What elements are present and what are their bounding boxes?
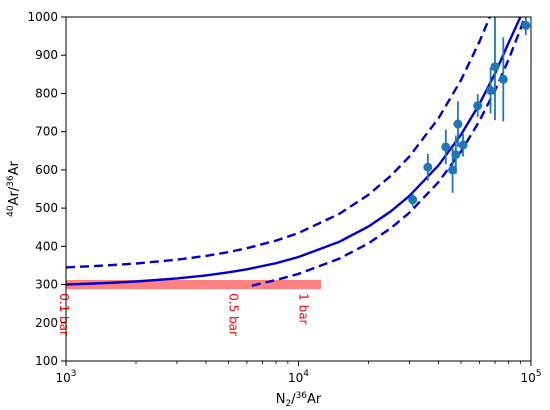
- point-layer: [408, 17, 531, 207]
- y-tick-label: 600: [35, 163, 58, 177]
- y-axis-title-ar: Ar: [7, 160, 22, 175]
- x-axis-title-n: N: [276, 392, 286, 407]
- x-axis-title: N2/36Ar: [276, 391, 322, 409]
- pressure-label: 1 bar: [296, 293, 310, 324]
- y-axis-title-sup1: 40: [6, 205, 16, 217]
- lower-bound-curve: [251, 17, 526, 287]
- y-axis-title-mid: Ar/: [7, 186, 22, 205]
- y-axis-title: 40Ar/36Ar: [6, 160, 22, 216]
- y-tick-label: 800: [35, 86, 58, 100]
- y-tick-label: 400: [35, 239, 58, 253]
- pressure-label: 0.1 bar: [57, 293, 71, 336]
- data-point: [498, 74, 508, 84]
- data-point: [486, 85, 496, 95]
- x-tick-label: 103: [55, 369, 76, 385]
- data-point: [441, 142, 451, 152]
- x-axis-title-slash: /: [291, 392, 296, 407]
- pressure-band: [66, 279, 322, 290]
- y-tick-label: 1000: [27, 10, 58, 24]
- x-axis-title-sup: 36: [296, 391, 308, 401]
- data-point: [453, 119, 463, 129]
- y-tick-label: 500: [35, 201, 58, 215]
- annotation-layer: 0.1 bar 0.5 bar 1 bar: [57, 293, 310, 336]
- data-point: [473, 101, 483, 111]
- x-tick-label: 105: [520, 369, 541, 385]
- data-point: [521, 20, 531, 30]
- upper-bound-curve: [66, 17, 491, 269]
- data-point: [423, 162, 433, 172]
- x-tick-label: 104: [288, 369, 309, 385]
- y-axis-title-sup2: 36: [6, 175, 16, 187]
- y-tick-label: 100: [35, 354, 58, 368]
- data-point: [448, 165, 458, 175]
- band-layer: [66, 279, 322, 290]
- y-tick-label: 700: [35, 125, 58, 139]
- x-tick-layer: 103 104 105: [55, 361, 542, 385]
- y-tick-label: 900: [35, 48, 58, 62]
- x-axis-title-sub: 2: [285, 399, 291, 409]
- data-point: [408, 195, 418, 205]
- data-point: [458, 140, 468, 150]
- y-tick-label: 300: [35, 278, 58, 292]
- x-axis-title-ar: Ar: [307, 392, 322, 407]
- data-point: [490, 62, 500, 72]
- data-point: [451, 150, 461, 160]
- y-tick-layer: 100 200 300 400 500 600 700 800 900 1000: [27, 10, 66, 368]
- pressure-label: 0.5 bar: [226, 293, 240, 336]
- y-tick-label: 200: [35, 316, 58, 330]
